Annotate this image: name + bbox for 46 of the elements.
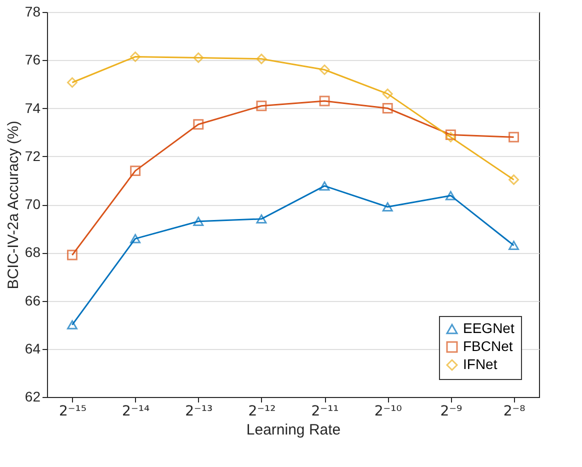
legend-label: IFNet xyxy=(463,356,498,372)
y-tick-label: 70 xyxy=(24,196,41,212)
x-tick-label: 2⁻¹⁴ xyxy=(122,404,150,420)
y-tick-label: 64 xyxy=(24,340,41,356)
point xyxy=(67,77,78,88)
point xyxy=(382,202,393,212)
point xyxy=(256,214,267,224)
x-tick-label: 2⁻¹¹ xyxy=(311,404,339,420)
point xyxy=(508,132,519,142)
x-tick-label: 2⁻¹² xyxy=(248,404,276,420)
point xyxy=(319,64,330,75)
point xyxy=(508,174,519,185)
point xyxy=(382,103,393,114)
point xyxy=(256,100,267,112)
point xyxy=(67,250,78,260)
point xyxy=(130,52,141,62)
x-tick-label: 2⁻¹⁰ xyxy=(374,404,402,420)
y-tick-label: 66 xyxy=(24,292,41,308)
x-tick-label: 2⁻¹⁵ xyxy=(58,404,86,420)
y-tick-label: 76 xyxy=(24,52,41,68)
point xyxy=(193,216,204,226)
point xyxy=(319,181,330,191)
point xyxy=(445,129,456,140)
point xyxy=(256,54,267,64)
x-axis-title: Learning Rate xyxy=(246,422,341,438)
point xyxy=(382,88,393,100)
y-axis-title: BCIC-IV-2a Accuracy (%) xyxy=(4,120,22,290)
point xyxy=(445,132,456,142)
point xyxy=(193,119,204,130)
point xyxy=(508,240,519,250)
point xyxy=(193,52,204,63)
x-tick-label: 2⁻¹³ xyxy=(185,404,213,420)
point xyxy=(130,234,141,244)
point xyxy=(445,190,456,200)
y-tick-label: 72 xyxy=(24,148,41,164)
legend-label: FBCNet xyxy=(463,338,513,354)
y-tick-label: 68 xyxy=(24,244,41,260)
legend-label: EEGNet xyxy=(463,320,514,336)
point xyxy=(67,320,78,330)
x-tick-label: 2⁻⁸ xyxy=(503,404,526,420)
y-tick-label: 74 xyxy=(24,100,41,116)
y-tick-label: 62 xyxy=(24,388,41,404)
point xyxy=(319,96,330,106)
point xyxy=(130,166,141,176)
y-tick-label: 78 xyxy=(24,4,41,20)
x-tick-label: 2⁻⁹ xyxy=(440,404,463,420)
